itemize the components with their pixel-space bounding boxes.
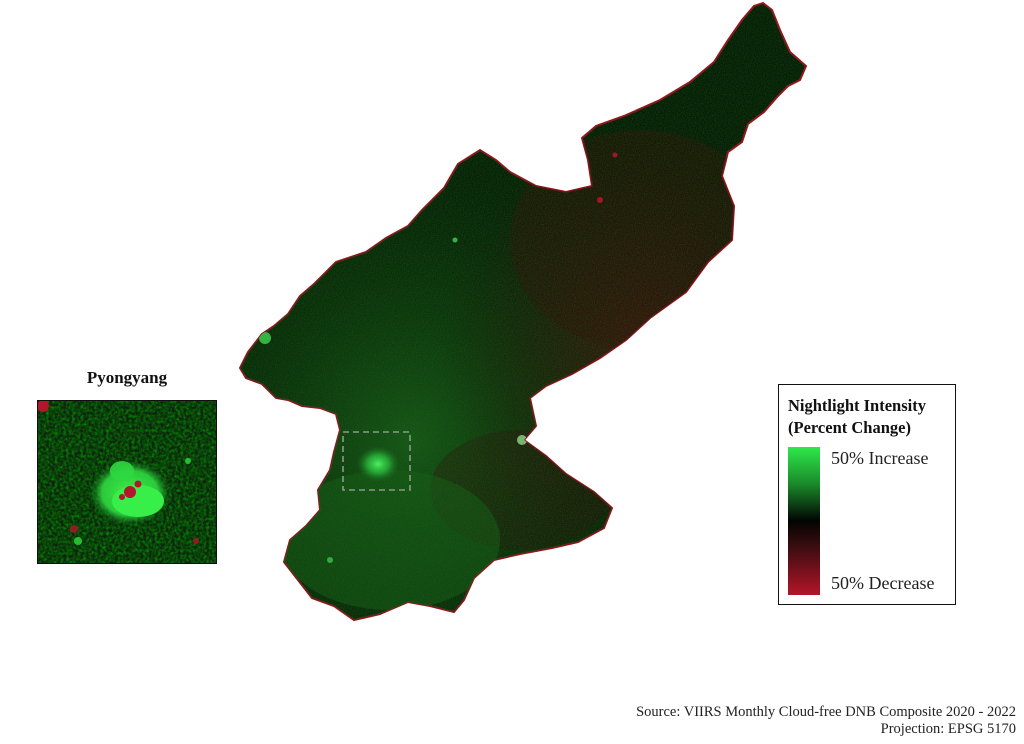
country-shape <box>238 1 808 622</box>
legend-title-line1: Nightlight Intensity <box>788 396 926 415</box>
legend-title: Nightlight Intensity (Percent Change) <box>788 395 926 439</box>
legend-low-label: 50% Decrease <box>831 573 935 593</box>
inset-title: Pyongyang <box>86 368 168 387</box>
legend-high-label: 50% Increase <box>831 448 929 468</box>
legend: Nightlight Intensity (Percent Change) 50… <box>778 384 956 605</box>
projection-text: Projection: EPSG 5170 <box>880 721 1016 737</box>
pyongyang-inset-map <box>37 400 217 564</box>
legend-color-bar <box>788 447 820 595</box>
pyongyang-glow <box>356 446 400 482</box>
source-note: Source: VIIRS Monthly Cloud-free DNB Com… <box>636 704 1016 738</box>
legend-title-line2: (Percent Change) <box>788 418 911 437</box>
inset-map-image <box>38 401 216 563</box>
pyongyang-marker-box <box>342 431 411 491</box>
source-text: Source: VIIRS Monthly Cloud-free DNB Com… <box>636 704 1016 720</box>
